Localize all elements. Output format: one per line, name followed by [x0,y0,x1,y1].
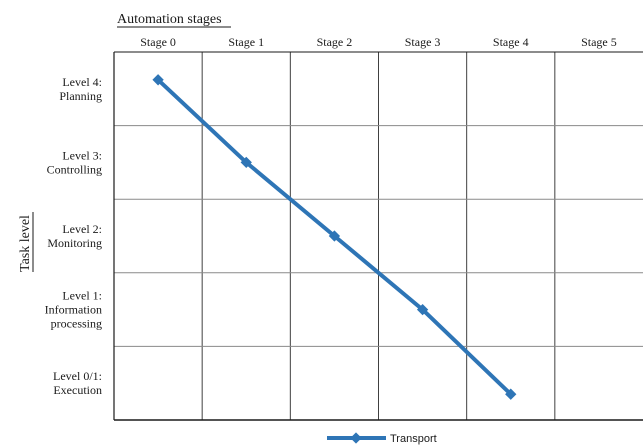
y-axis-title-group: Task level [18,212,34,272]
y-tick-layer: Level 0/1: Execution Level 1: Information pr… [45,75,102,397]
x-tick-label: Stage 1 [228,35,264,49]
x-tick-label: Stage 0 [140,35,176,49]
x-tick-label: Stage 3 [405,35,441,49]
x-tick-layer: Stage 0 Stage 1 Stage 2 Stage 3 Stage 4 Stage… [140,35,617,49]
data-point-transport [416,303,429,316]
series-layer [152,74,517,400]
x-axis-title: Automation stages [117,12,222,27]
y-axis-title: Task level [18,215,33,272]
data-point-transport [240,156,252,169]
data-point-transport [328,230,341,242]
y-tick-label: Level 3: Controlling [47,148,102,176]
x-tick-label: Stage 5 [581,35,617,49]
y-tick-label: Level 4: Planning [59,75,102,103]
x-tick-label: Stage 2 [317,35,353,49]
y-tick-label: Level 2: Monitoring [47,222,102,250]
legend-series-label: Transport [390,433,437,445]
grid-layer [113,51,643,421]
y-tick-label: Level 1: Information processing [45,289,102,331]
x-tick-label: Stage 4 [493,35,529,49]
legend: Transport [327,432,437,445]
y-tick-label: Level 0/1: Execution [53,369,102,397]
legend-series-marker [350,432,362,444]
data-point-transport [505,388,517,400]
